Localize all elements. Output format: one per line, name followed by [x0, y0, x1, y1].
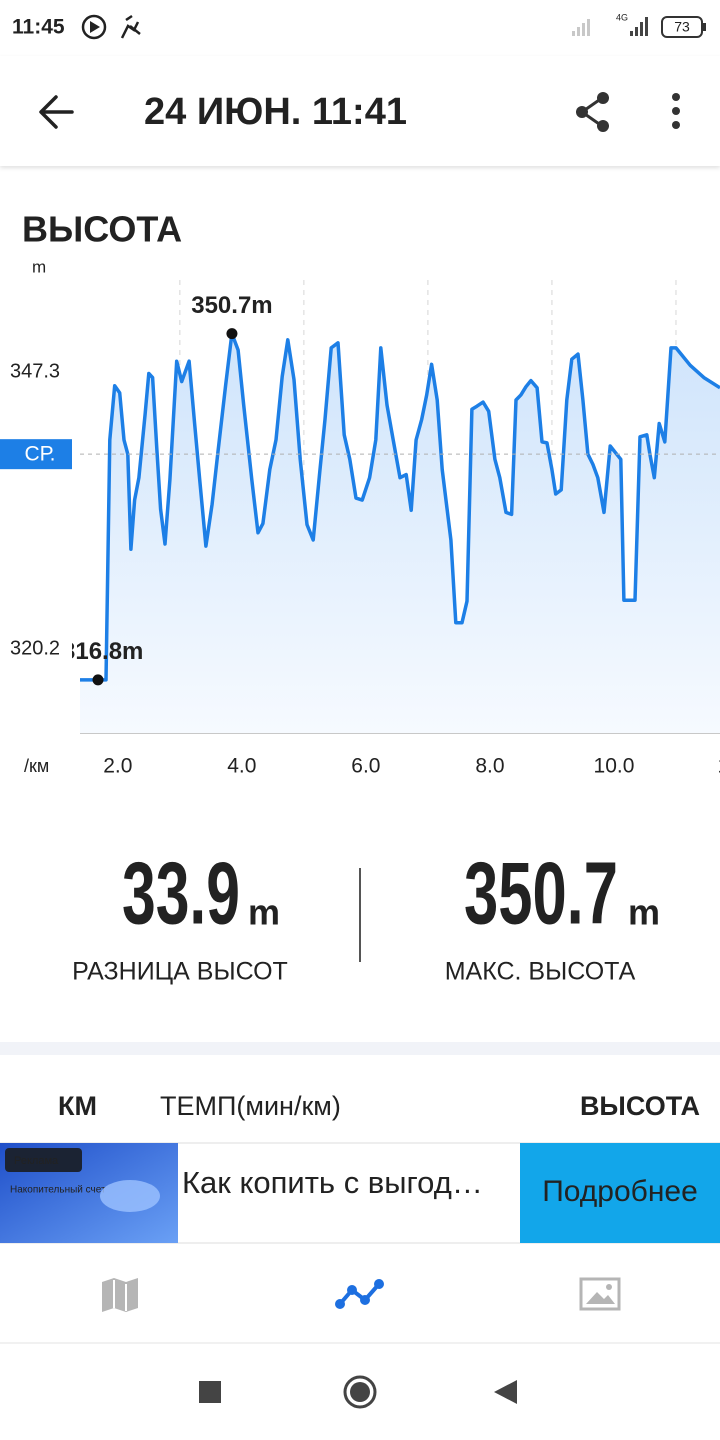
section-separator: [0, 1042, 720, 1055]
min-label: 316.8m: [62, 638, 143, 665]
battery-level: 73: [674, 19, 690, 35]
x-tick-label: 8.0: [475, 755, 504, 778]
max-point: [226, 328, 238, 340]
menu-button[interactable]: [672, 93, 680, 129]
stat-unit: m: [628, 892, 660, 933]
back-button[interactable]: [39, 95, 74, 129]
y-tick-bg: [0, 354, 72, 383]
map-tab: [113, 1280, 127, 1311]
y-axis-unit: m: [32, 257, 46, 276]
x-tick-label: 4.0: [227, 755, 256, 778]
signal-icon: [572, 19, 590, 36]
stat-value: 350.7: [464, 843, 618, 942]
average-label: СР.: [24, 443, 55, 466]
battery-icon: [703, 23, 706, 31]
stat-label: МАКС. ВЫСОТА: [445, 958, 636, 986]
max-label: 350.7m: [191, 292, 272, 319]
status-icon: [81, 14, 107, 40]
stat-unit: m: [248, 892, 280, 933]
chart-title: ВЫСОТА: [22, 209, 182, 250]
status-network: 4G: [616, 12, 628, 22]
share-button[interactable]: [576, 92, 609, 132]
min-point: [92, 674, 104, 686]
column-header: ТЕМП(мин/км): [160, 1091, 341, 1121]
ad-button[interactable]: Подробнее: [542, 1175, 698, 1208]
map-tab[interactable]: [102, 1278, 138, 1312]
x-tick-label: 2.0: [103, 755, 132, 778]
ad-badge-bg: [5, 1148, 82, 1172]
home-button[interactable]: [343, 1375, 377, 1409]
battery-icon: [661, 16, 703, 38]
ad-badge: Реклама: [14, 1155, 59, 1167]
stat-value: 33.9: [122, 843, 240, 942]
stat-label: РАЗНИЦА ВЫСОТ: [72, 958, 288, 986]
status-time: 11:45: [12, 16, 65, 39]
app-bar: [0, 56, 720, 166]
x-tick-label: 12.0: [718, 755, 720, 778]
status-icon: [120, 14, 141, 39]
recents-button[interactable]: [199, 1381, 221, 1403]
back-nav-button[interactable]: [494, 1380, 517, 1404]
y-tick-label: 320.2: [10, 637, 60, 659]
ad-graphic: [100, 1180, 160, 1212]
x-tick-label: 6.0: [351, 755, 380, 778]
photo-tab[interactable]: [579, 1277, 621, 1311]
signal-icon: [630, 17, 648, 36]
x-tick-label: 10.0: [594, 755, 635, 778]
header-title: 24 ИЮН. 11:41: [144, 91, 407, 133]
x-axis-unit: /км: [24, 756, 49, 776]
line: [80, 331, 720, 682]
ad-button-bg[interactable]: [520, 1143, 720, 1243]
home-button: [350, 1382, 370, 1402]
column-header: КМ: [58, 1091, 97, 1121]
y-tick-bg: [0, 631, 72, 660]
ad-banner[interactable]: Реклама Накопительный счет Как копить с …: [0, 1142, 720, 1244]
column-header: ВЫСОТА: [580, 1091, 700, 1121]
status-icon: [90, 21, 100, 33]
ad-image-text: Накопительный счет: [10, 1185, 106, 1196]
chart-tab[interactable]: [335, 1279, 384, 1309]
y-tick-label: 347.3: [10, 361, 60, 383]
area: [80, 333, 720, 733]
average-badge: [0, 439, 72, 470]
ad-text: Как копить с выгод…: [182, 1165, 483, 1200]
